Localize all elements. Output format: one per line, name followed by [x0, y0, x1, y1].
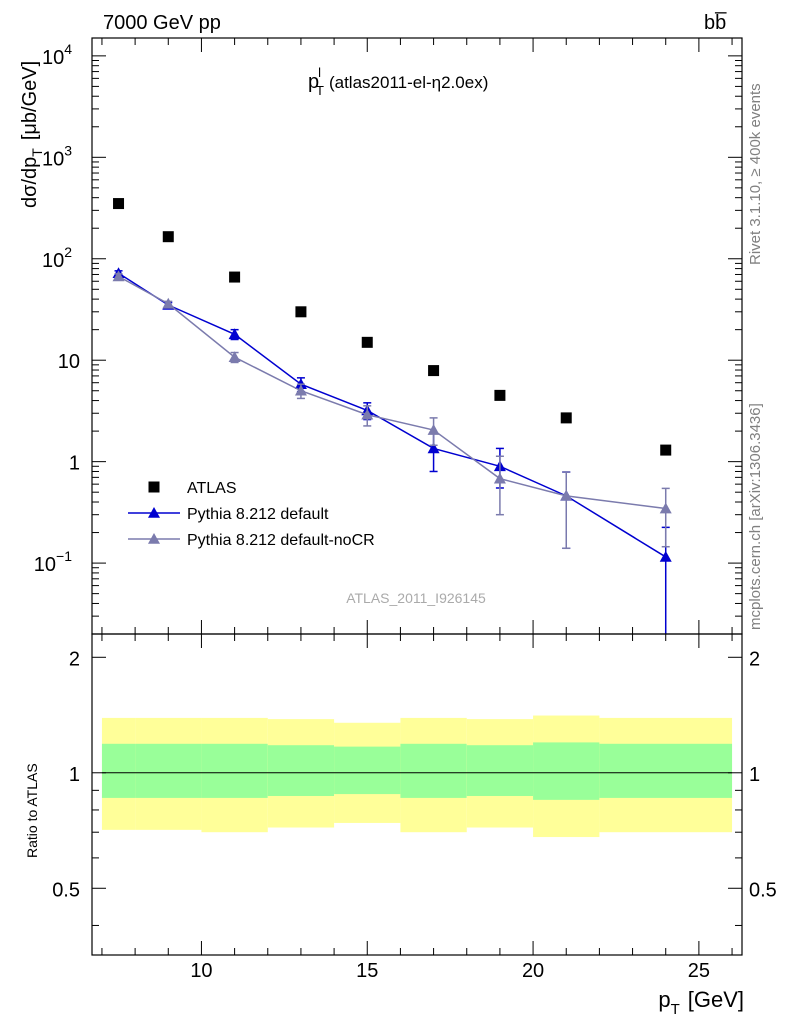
- stat-uncertainty-band: [466, 745, 534, 796]
- y-tick-label: 103: [42, 142, 72, 170]
- data-point: [659, 502, 672, 514]
- stat-uncertainty-band: [334, 746, 401, 795]
- ratio-y-tick-label-right: 2: [749, 648, 760, 670]
- series-0: [113, 198, 672, 456]
- x-tick-label: 25: [688, 960, 710, 982]
- title-sup: l: [318, 65, 321, 80]
- legend-marker: [148, 507, 160, 518]
- data-point: [659, 550, 672, 562]
- stat-uncertainty-band: [533, 742, 600, 800]
- y-tick-base: 10: [42, 148, 64, 170]
- data-point: [361, 408, 374, 420]
- data-point: [228, 328, 241, 340]
- data-point: [162, 231, 174, 243]
- legend-marker: [148, 481, 160, 493]
- xlabel-sub: T: [671, 1001, 680, 1018]
- legend-entry: Pythia 8.212 default-noCR: [128, 532, 375, 549]
- data-point: [294, 384, 307, 396]
- legend-label: Pythia 8.212 default-noCR: [187, 532, 375, 549]
- data-point: [361, 336, 373, 348]
- process-label: bb̅: [704, 11, 727, 34]
- stat-uncertainty-band: [599, 743, 733, 798]
- y-tick-exponent: 2: [64, 244, 72, 260]
- x-axis-label: pT [GeV]: [658, 987, 744, 1018]
- title-var: p: [308, 71, 319, 93]
- x-tick-label: 20: [522, 960, 544, 982]
- y-tick-exponent: 4: [64, 41, 72, 57]
- y-tick-base: 10: [42, 47, 64, 69]
- xlabel-main: p: [658, 987, 670, 1012]
- y-tick-base: 1: [69, 453, 80, 475]
- y-tick-exponent: 3: [64, 142, 72, 158]
- data-point: [228, 351, 241, 363]
- y-tick-label: 1: [69, 453, 80, 475]
- ratio-panel: Ratio to ATLAS 0.5 0.5 1 1 2 2: [24, 633, 777, 956]
- series-line: [118, 275, 666, 510]
- y-tick-base: 10: [34, 554, 56, 576]
- rivet-label: Rivet 3.1.10, ≥ 400k events: [747, 83, 764, 265]
- ratio-plot-frame: [91, 633, 743, 956]
- ratio-y-axis-label: Ratio to ATLAS: [24, 763, 40, 858]
- legend-marker: [148, 533, 160, 544]
- data-point: [295, 306, 307, 318]
- mcplots-label: mcplots.cern.ch [arXiv:1306.3436]: [747, 403, 764, 630]
- data-point: [660, 444, 672, 456]
- data-point: [428, 365, 440, 377]
- stat-uncertainty-band: [400, 743, 467, 798]
- data-point: [112, 270, 125, 282]
- series-1: [112, 267, 672, 634]
- stat-uncertainty-band: [101, 743, 136, 798]
- legend: ATLAS Pythia 8.212 default Pythia 8.212 de…: [128, 480, 375, 549]
- legend-entry: Pythia 8.212 default: [128, 506, 329, 523]
- data-point: [229, 271, 241, 283]
- analysis-watermark: ATLAS_2011_I926145: [346, 590, 486, 606]
- legend-label: ATLAS: [187, 480, 237, 497]
- data-point: [427, 442, 440, 454]
- data-point: [427, 424, 440, 435]
- x-tick-label: 15: [356, 960, 378, 982]
- energy-label: 7000 GeV pp: [103, 12, 221, 34]
- ylabel-unit: [μb/GeV]: [19, 61, 41, 140]
- y-tick-label: 10: [58, 351, 80, 373]
- data-point: [560, 489, 573, 501]
- y-axis-label: dσ/dpT [μb/GeV]: [19, 61, 45, 208]
- series-2: [112, 270, 672, 550]
- ratio-y-tick-label: 2: [69, 648, 80, 670]
- ratio-y-tick-label-right: 1: [749, 764, 760, 786]
- stat-uncertainty-band: [135, 743, 202, 798]
- xlabel-unit: [GeV]: [688, 987, 744, 1012]
- process-label-text: bb̅: [704, 11, 727, 34]
- legend-label: Pythia 8.212 default: [187, 506, 329, 523]
- main-panel: ATLAS_2011_I926145 pl T (atlas2011-el-η2.0…: [19, 37, 743, 982]
- data-point: [560, 412, 572, 424]
- data-point: [162, 297, 175, 309]
- data-point: [494, 389, 506, 401]
- stat-uncertainty-band: [267, 745, 335, 796]
- y-tick-base: 10: [58, 351, 80, 373]
- x-tick-label: 10: [190, 960, 212, 982]
- y-tick-label: 102: [42, 244, 72, 272]
- plot-title: pl T (atlas2011-el-η2.0ex): [308, 65, 488, 98]
- data-point: [113, 198, 125, 210]
- legend-entry: ATLAS: [148, 480, 237, 497]
- ylabel-sub: T: [29, 148, 45, 157]
- y-tick-label: 10−1: [34, 548, 72, 576]
- stat-uncertainty-band: [201, 743, 268, 798]
- y-tick-label: 104: [42, 41, 72, 69]
- y-tick-base: 10: [42, 250, 64, 272]
- data-point: [493, 472, 506, 484]
- title-sub: T: [316, 83, 324, 98]
- ratio-y-tick-label: 1: [69, 764, 80, 786]
- ratio-y-tick-label: 0.5: [52, 879, 80, 901]
- ratio-y-tick-label-right: 0.5: [749, 879, 777, 901]
- title-detail: (atlas2011-el-η2.0ex): [329, 73, 488, 92]
- y-tick-exponent: −1: [56, 548, 72, 564]
- ylabel-main: dσ/dp: [19, 157, 41, 208]
